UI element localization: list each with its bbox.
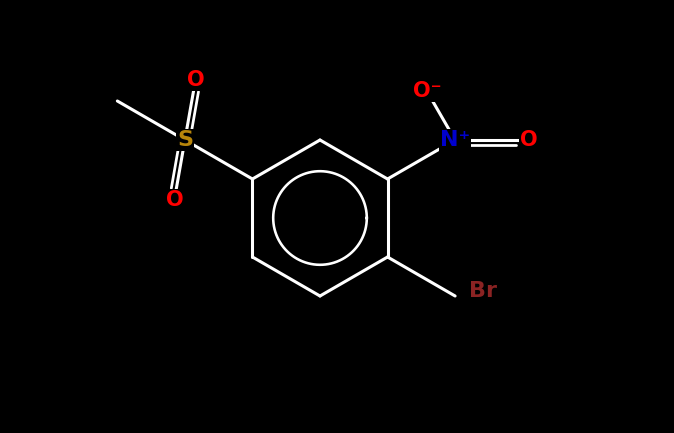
Text: N⁺: N⁺ (440, 130, 470, 150)
Text: O: O (166, 190, 183, 210)
Text: Br: Br (469, 281, 497, 301)
Text: O: O (187, 70, 204, 90)
Text: O⁻: O⁻ (412, 81, 441, 101)
Text: S: S (177, 130, 193, 150)
Text: O: O (520, 130, 538, 150)
